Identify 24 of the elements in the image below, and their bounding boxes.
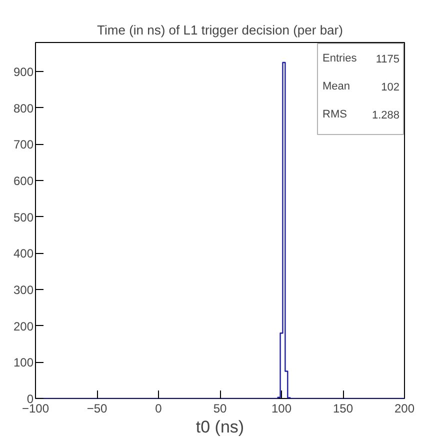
annotation: 1175 — [376, 54, 400, 66]
y-tick-label: 300 — [13, 283, 34, 298]
x-axis-title: t0 (ns) — [196, 418, 244, 436]
y-tick-label: 700 — [13, 138, 34, 152]
y-tick-label: 600 — [13, 174, 34, 188]
x-tick-label: 50 — [213, 402, 227, 416]
x-tick-label: 0 — [155, 402, 162, 416]
y-tick-label: 400 — [13, 246, 34, 261]
annotation: Mean — [322, 80, 350, 92]
y-tick-label: 900 — [13, 65, 34, 80]
annotation: RMS — [322, 108, 347, 120]
x-tick-label: −100 — [22, 402, 50, 416]
y-tick-label: 100 — [13, 356, 34, 370]
annotation: Entries — [322, 52, 358, 64]
y-tick-label: 500 — [13, 210, 34, 224]
x-tick-label: 150 — [332, 402, 354, 416]
annotation: 1.288 — [372, 110, 400, 122]
x-tick-label: 100 — [271, 402, 292, 416]
y-tick-label: 800 — [13, 101, 34, 116]
y-tick-label: 200 — [13, 319, 34, 334]
annotation: 102 — [381, 82, 400, 94]
x-tick-label: −50 — [86, 402, 108, 416]
chart-title: Time (in ns) of L1 trigger decision (per bar) — [97, 22, 343, 38]
x-tick-label: 200 — [394, 402, 415, 416]
